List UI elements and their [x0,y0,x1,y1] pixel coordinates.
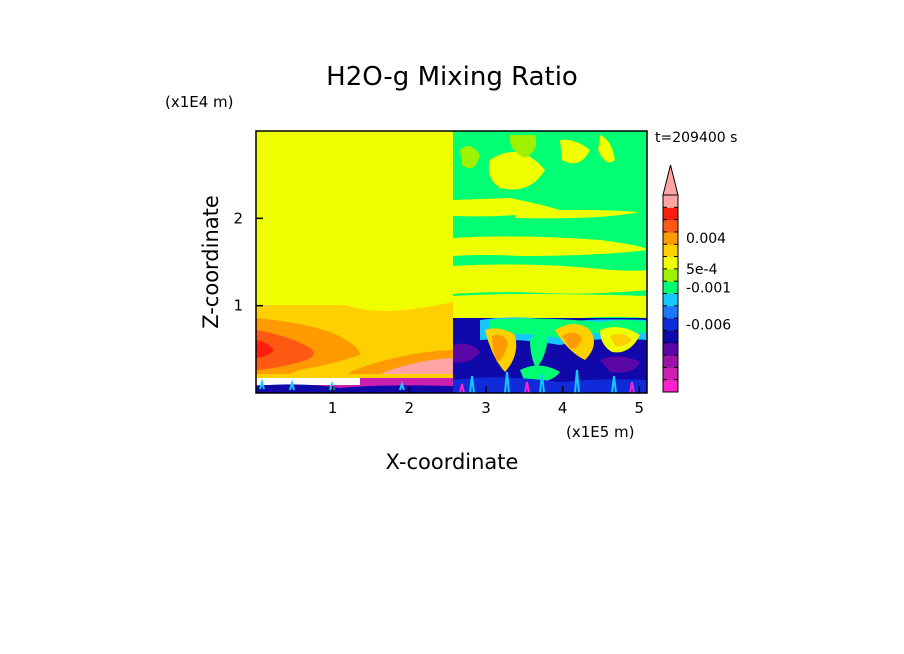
colorbar-segment [663,305,678,319]
colorbar-segment [663,379,678,393]
colorbar-label: -0.006 [686,317,731,333]
colorbar-labels: 0.004 5e-4 -0.001 -0.006 [686,231,731,333]
x-tick-label: 4 [558,399,568,417]
y-tick-label: 2 [233,209,243,227]
colorbar-label: 5e-4 [686,262,718,278]
colorbar-label: -0.001 [686,280,731,296]
colorbar-segment [663,342,678,356]
x-tick-label: 1 [328,399,338,417]
colorbar-segment [663,367,678,381]
colorbar-segment [663,330,678,344]
heatmap-field [256,131,647,393]
heatmap-right-region [453,131,647,393]
time-label: t=209400 s [655,130,737,146]
x-tick-label: 2 [405,399,415,417]
colorbar-segment [663,318,678,331]
colorbar-segment [663,355,678,368]
colorbar-segment [663,244,678,258]
colorbar-segment [663,256,678,270]
colorbar-segment [663,231,678,245]
y-axis-label: Z-coordinate [199,195,223,329]
y-unit-label: (x1E4 m) [165,93,234,111]
colorbar-segment [663,195,678,208]
colorbar-segment [663,281,678,294]
y-axis-ticks: 12 [233,209,263,315]
colorbar-segment [663,219,678,233]
colorbar-segment [663,293,678,307]
colorbar [662,164,679,393]
x-tick-label: 5 [635,399,645,417]
x-tick-label: 3 [481,399,491,417]
colorbar-segment [663,268,678,282]
colorbar-extend-arrow [662,164,679,196]
heatmap-left-region [256,131,453,393]
colorbar-label: 0.004 [686,231,726,247]
x-axis-ticks: 1 2 3 4 5 [328,386,644,417]
plot-frame [255,130,648,394]
y-tick-label: 1 [233,297,243,315]
x-unit-label: (x1E5 m) [566,423,635,441]
colorbar-segment [663,207,678,221]
x-axis-label: X-coordinate [386,450,519,474]
chart-title: H2O-g Mixing Ratio [326,62,578,92]
